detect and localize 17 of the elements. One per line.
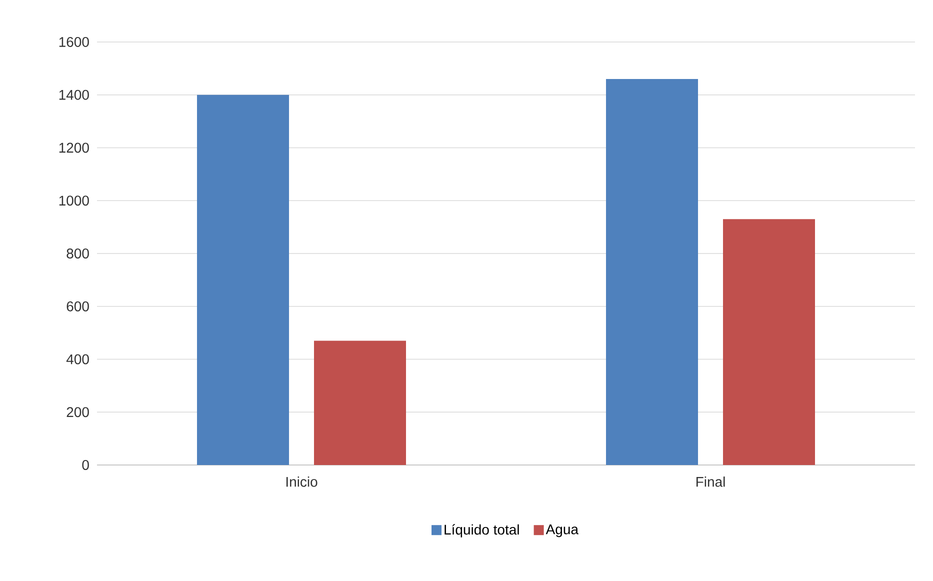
bar [723, 219, 816, 465]
y-tick-label: 1200 [59, 142, 89, 153]
y-tick-label: 1600 [59, 37, 89, 47]
y-tick-label: 400 [66, 354, 89, 364]
bar [314, 340, 406, 465]
y-tick-label: 200 [66, 407, 89, 418]
x-tick-label: Inicio [286, 476, 318, 487]
y-tick-label: 0 [82, 460, 89, 470]
bar [197, 94, 290, 465]
y-tick-label: 600 [66, 301, 89, 312]
y-tick-label: 1400 [59, 90, 89, 100]
legend-label: Líquido total [444, 524, 519, 538]
y-tick-label: 800 [66, 248, 89, 258]
bar [606, 79, 698, 465]
legend-label: Agua [546, 524, 578, 538]
y-tick-label: 1000 [59, 196, 89, 206]
x-tick-label: Final [696, 476, 725, 487]
